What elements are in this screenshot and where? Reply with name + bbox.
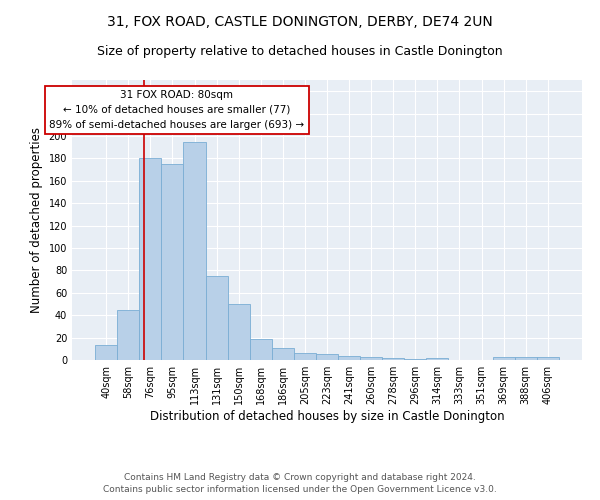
Bar [161,164,184,360]
Bar [139,158,161,360]
Bar [515,356,537,360]
Text: Size of property relative to detached houses in Castle Donington: Size of property relative to detached ho… [97,45,503,58]
Bar [404,359,427,360]
Bar [272,348,294,360]
Bar [227,304,250,360]
Text: Contains HM Land Registry data © Crown copyright and database right 2024.: Contains HM Land Registry data © Crown c… [124,472,476,482]
Bar [537,356,559,360]
Bar [206,276,227,360]
Bar [493,356,515,360]
Y-axis label: Number of detached properties: Number of detached properties [30,127,43,313]
Text: 31, FOX ROAD, CASTLE DONINGTON, DERBY, DE74 2UN: 31, FOX ROAD, CASTLE DONINGTON, DERBY, D… [107,15,493,29]
Bar [316,354,338,360]
Bar [250,338,272,360]
Bar [184,142,206,360]
Bar [338,356,360,360]
Bar [382,358,404,360]
Bar [294,354,316,360]
X-axis label: Distribution of detached houses by size in Castle Donington: Distribution of detached houses by size … [149,410,505,423]
Bar [117,310,139,360]
Text: 31 FOX ROAD: 80sqm
← 10% of detached houses are smaller (77)
89% of semi-detache: 31 FOX ROAD: 80sqm ← 10% of detached hou… [49,90,304,130]
Text: Contains public sector information licensed under the Open Government Licence v3: Contains public sector information licen… [103,485,497,494]
Bar [95,346,117,360]
Bar [360,356,382,360]
Bar [427,358,448,360]
